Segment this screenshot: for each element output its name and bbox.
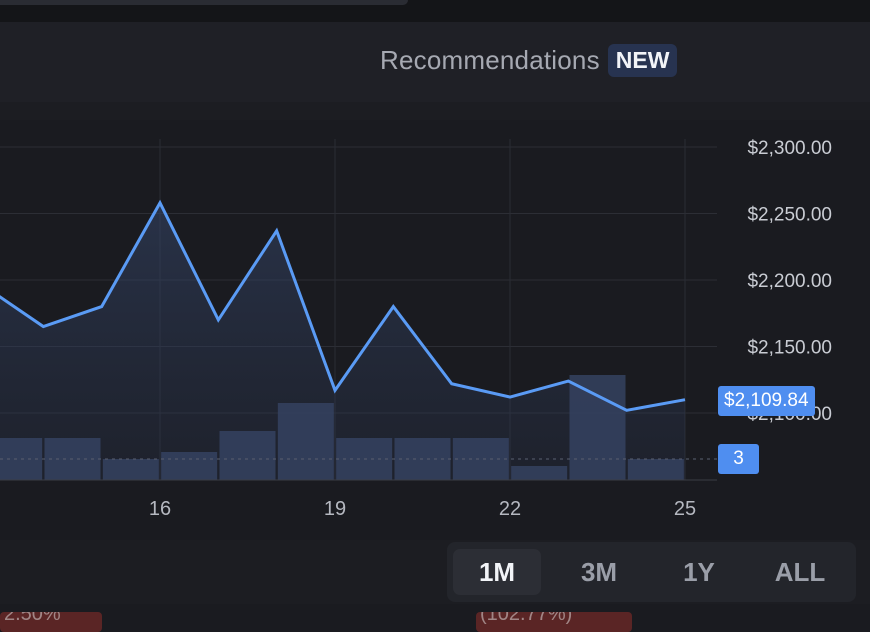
- y-tick-label: $2,250.00: [747, 205, 832, 226]
- recommendations-tab[interactable]: Recommendations NEW: [380, 44, 678, 77]
- volume-bar: [627, 459, 684, 480]
- x-tick-label: 16: [149, 498, 171, 520]
- y-tick-label: $2,200.00: [747, 271, 832, 292]
- right-change-chip: (102.77%): [476, 612, 632, 632]
- volume-bar: [452, 438, 509, 480]
- y-tick-label: $2,300.00: [747, 138, 832, 159]
- volume-bar: [569, 375, 626, 480]
- price-line: [0, 199, 686, 412]
- right-change-text: (102.77%): [480, 612, 573, 625]
- y-tick-label: $2,150.00: [747, 338, 832, 359]
- range-1y-button[interactable]: 1Y: [683, 557, 715, 587]
- bottom-strip: [0, 604, 870, 632]
- x-tick-label: 19: [324, 498, 346, 520]
- range-1m-button[interactable]: 1M: [453, 549, 541, 595]
- volume-bar: [102, 459, 159, 480]
- current-volume-badge: 3: [718, 444, 759, 474]
- x-tick-label: 22: [499, 498, 521, 520]
- volume-bar: [161, 452, 218, 480]
- range-all-button[interactable]: ALL: [774, 557, 826, 587]
- left-change-chip: 2.50%: [0, 612, 102, 632]
- price-chart[interactable]: $2,300.00 $2,250.00 $2,200.00 $2,150.00 $2,1…: [0, 0, 870, 540]
- recommendations-label: Recommendations: [380, 45, 600, 75]
- new-badge: NEW: [607, 44, 678, 77]
- left-change-text: 2.50%: [4, 612, 61, 625]
- volume-bar: [511, 466, 568, 480]
- top-bar: [0, 0, 870, 22]
- top-search-edge: [0, 0, 408, 5]
- panel-header: [0, 22, 870, 102]
- time-range-selector: 1M 3M 1Y ALL: [447, 542, 856, 602]
- current-price-badge: $2,109.84: [718, 386, 815, 416]
- volume-bar: [219, 431, 276, 480]
- volume-bar: [277, 403, 334, 480]
- range-3m-button[interactable]: 3M: [580, 557, 618, 587]
- x-tick-label: 25: [674, 498, 696, 520]
- price-area-fill: [0, 202, 685, 480]
